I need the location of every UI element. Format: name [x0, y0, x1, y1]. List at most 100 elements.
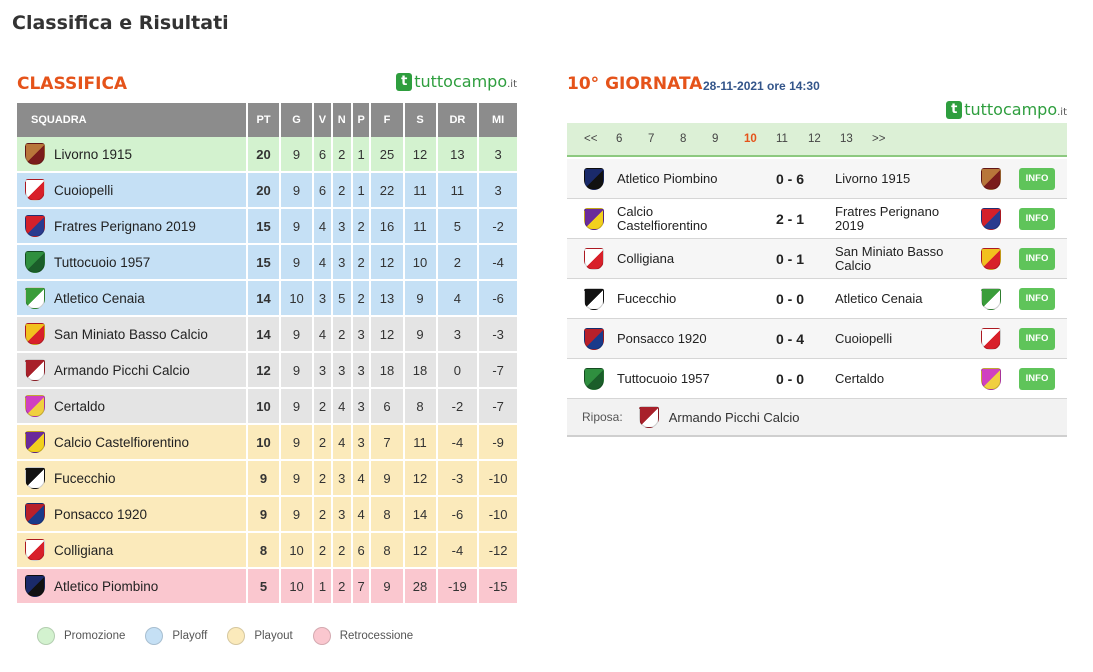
team-info: Fucecchio	[25, 467, 246, 489]
team-name[interactable]: Livorno 1915	[54, 146, 133, 162]
table-row[interactable]: Fucecchio 9 9 2 3 4 9 12 -3 -10	[17, 461, 517, 497]
tuttocampo-logo[interactable]: t tuttocampo.it	[946, 100, 1067, 119]
table-row[interactable]: Atletico Piombino 5 10 1 2 7 9 28 -19 -15	[17, 569, 517, 605]
round-nav-item[interactable]: 11	[776, 133, 788, 145]
info-button[interactable]: INFO	[1019, 287, 1055, 310]
stat-v: 3	[314, 353, 333, 389]
home-team[interactable]: Colligiana	[617, 250, 675, 266]
round-nav-item[interactable]: <<	[584, 133, 598, 145]
home-team[interactable]: Atletico Piombino	[617, 170, 718, 186]
team-name[interactable]: Calcio Castelfiorentino	[54, 434, 190, 450]
team-name[interactable]: Armando Picchi Calcio	[54, 362, 190, 378]
away-goals: 1	[796, 250, 805, 267]
table-row[interactable]: Calcio Castelfiorentino 10 9 2 4 3 7 11 -4 -9	[17, 425, 517, 461]
round-nav-item[interactable]: 8	[680, 133, 687, 145]
team-name[interactable]: Cuoiopelli	[54, 182, 114, 198]
stat-f: 8	[371, 497, 405, 533]
away-team[interactable]: Atletico Cenaia	[835, 290, 923, 306]
round-nav-item[interactable]: 12	[808, 133, 821, 145]
team-cell[interactable]: San Miniato Basso Calcio	[17, 317, 248, 353]
team-name[interactable]: San Miniato Basso Calcio	[54, 326, 208, 342]
match-score: 0 - 4	[745, 331, 835, 347]
table-row[interactable]: Tuttocuoio 1957 15 9 4 3 2 12 10 2 -4	[17, 245, 517, 281]
team-name[interactable]: Colligiana	[54, 542, 114, 558]
legend-dot-icon	[145, 627, 164, 645]
team-cell[interactable]: Atletico Cenaia	[17, 281, 248, 317]
team-crest-icon	[25, 431, 45, 453]
table-row[interactable]: Ponsacco 1920 9 9 2 3 4 8 14 -6 -10	[17, 497, 517, 533]
team-cell[interactable]: Livorno 1915	[17, 137, 248, 173]
team-name[interactable]: Fratres Perignano 2019	[54, 218, 196, 234]
home-team[interactable]: Tuttocuoio 1957	[617, 370, 710, 386]
info-button[interactable]: INFO	[1019, 327, 1055, 350]
team-name[interactable]: Tuttocuoio 1957	[54, 254, 151, 270]
table-row[interactable]: Certaldo 10 9 2 4 3 6 8 -2 -7	[17, 389, 517, 425]
info-button[interactable]: INFO	[1019, 207, 1055, 230]
table-row[interactable]: Cuoiopelli 20 9 6 2 1 22 11 11 3	[17, 173, 517, 209]
home-team[interactable]: Ponsacco 1920	[617, 330, 707, 346]
match-row: Ponsacco 1920 0 - 4 Cuoiopelli INFO	[567, 319, 1067, 359]
stat-s: 12	[404, 533, 438, 569]
away-team[interactable]: Livorno 1915	[835, 170, 911, 186]
rest-team[interactable]: Armando Picchi Calcio	[668, 409, 800, 425]
team-name[interactable]: Atletico Cenaia	[54, 290, 145, 306]
table-row[interactable]: Livorno 1915 20 9 6 2 1 25 12 13 3	[17, 137, 517, 173]
team-cell[interactable]: Armando Picchi Calcio	[17, 353, 248, 389]
team-cell[interactable]: Fucecchio	[17, 461, 248, 497]
home-team[interactable]: Fucecchio	[617, 290, 677, 306]
legend-label: Promozione	[64, 630, 126, 642]
away-team[interactable]: Fratres Perignano 2019	[835, 203, 940, 233]
table-row[interactable]: Fratres Perignano 2019 15 9 4 3 2 16 11 5 -2	[17, 209, 517, 245]
home-team-crest-icon	[584, 207, 604, 230]
round-nav-item[interactable]: >>	[872, 133, 886, 145]
stat-mi: -12	[479, 533, 517, 569]
stat-n: 2	[332, 317, 353, 353]
team-cell[interactable]: Certaldo	[17, 389, 248, 425]
away-team[interactable]: Certaldo	[835, 370, 885, 386]
team-cell[interactable]: Atletico Piombino	[17, 569, 248, 605]
away-team[interactable]: San Miniato Basso Calcio	[835, 243, 944, 273]
stat-f: 16	[371, 209, 405, 245]
table-row[interactable]: San Miniato Basso Calcio 14 9 4 2 3 12 9 3 -3	[17, 317, 517, 353]
stat-g: 9	[281, 137, 315, 173]
info-button[interactable]: INFO	[1019, 167, 1055, 190]
stat-n: 3	[332, 497, 353, 533]
team-crest-icon	[25, 467, 45, 489]
away-team[interactable]: Cuoiopelli	[835, 330, 893, 346]
info-button[interactable]: INFO	[1019, 247, 1055, 270]
team-cell[interactable]: Cuoiopelli	[17, 173, 248, 209]
stat-pt: 10	[248, 389, 282, 425]
team-name[interactable]: Ponsacco 1920	[54, 506, 148, 522]
stat-dr: -19	[437, 569, 480, 605]
team-cell[interactable]: Colligiana	[17, 533, 248, 569]
tuttocampo-logo[interactable]: t tuttocampo.it	[396, 72, 517, 91]
team-name[interactable]: Certaldo	[54, 398, 106, 414]
team-name[interactable]: Fucecchio	[54, 470, 116, 486]
score-separator: -	[783, 250, 797, 267]
team-name[interactable]: Atletico Piombino	[54, 578, 159, 594]
table-row[interactable]: Atletico Cenaia 14 10 3 5 2 13 9 4 -6	[17, 281, 517, 317]
team-cell[interactable]: Tuttocuoio 1957	[17, 245, 248, 281]
table-row[interactable]: Colligiana 8 10 2 2 6 8 12 -4 -12	[17, 533, 517, 569]
stat-n: 2	[332, 569, 353, 605]
away-crest	[971, 207, 1011, 230]
round-nav-item[interactable]: 13	[840, 133, 853, 145]
info-button[interactable]: INFO	[1019, 367, 1055, 390]
match-row: Calcio Castelfiorentino 2 - 1 Fratres Peri…	[567, 199, 1067, 239]
team-crest-icon	[25, 143, 45, 165]
team-cell[interactable]: Calcio Castelfiorentino	[17, 425, 248, 461]
team-cell[interactable]: Ponsacco 1920	[17, 497, 248, 533]
round-nav-item[interactable]: 7	[648, 133, 655, 145]
away-crest	[971, 367, 1011, 390]
column-header-dr: DR	[437, 103, 480, 137]
home-team[interactable]: Calcio Castelfiorentino	[617, 203, 708, 233]
table-row[interactable]: Armando Picchi Calcio 12 9 3 3 3 18 18 0 -7	[17, 353, 517, 389]
stat-v: 6	[314, 137, 333, 173]
round-nav-item[interactable]: 6	[616, 133, 623, 145]
round-nav-item[interactable]: 10	[744, 133, 757, 145]
match-score: 0 - 1	[745, 251, 835, 267]
column-header-p: P	[352, 103, 372, 137]
team-cell[interactable]: Fratres Perignano 2019	[17, 209, 248, 245]
legend-item: Retrocessione	[312, 627, 413, 645]
round-nav-item[interactable]: 9	[712, 133, 719, 145]
